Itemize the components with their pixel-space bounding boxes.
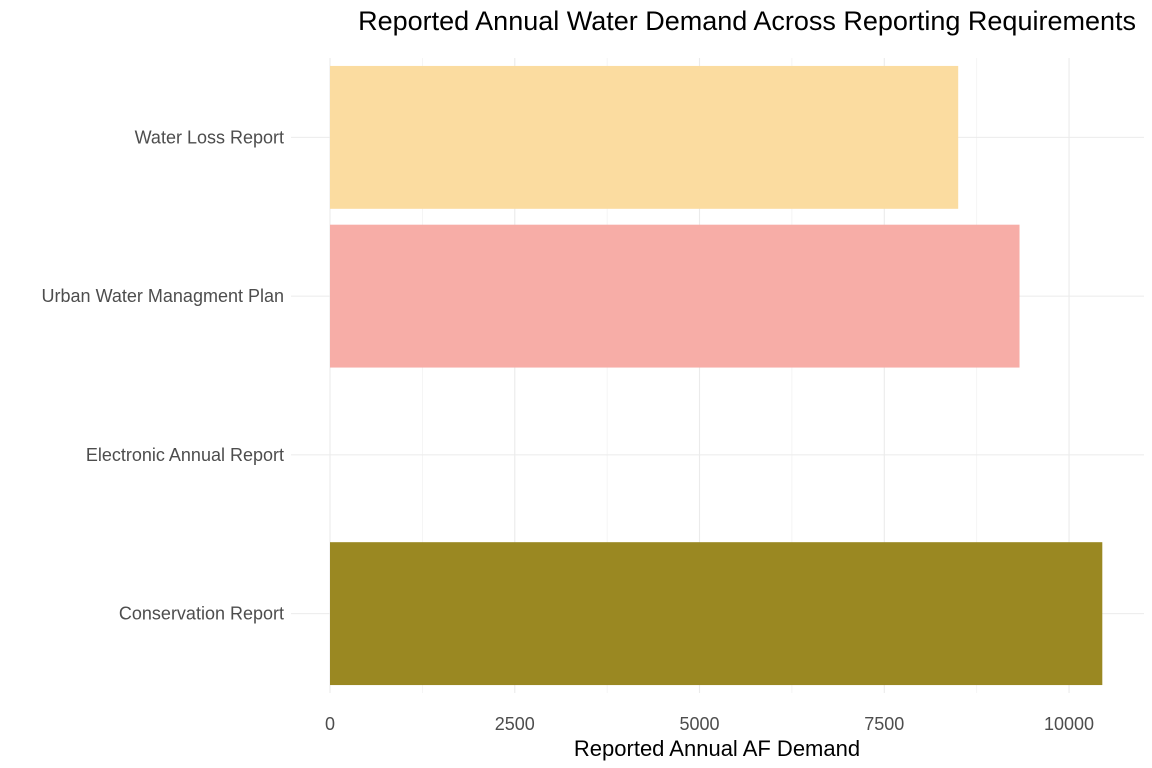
x-tick-label: 10000 [1044, 714, 1094, 734]
x-axis-title: Reported Annual AF Demand [574, 736, 860, 761]
y-tick-label: Water Loss Report [135, 127, 284, 147]
bar-conservation-report [330, 542, 1103, 686]
x-tick-label: 5000 [680, 714, 720, 734]
bars [330, 65, 1103, 686]
chart-title: Reported Annual Water Demand Across Repo… [358, 6, 1136, 36]
y-axis-tick-labels: Conservation Report Electronic Annual Rep… [42, 127, 284, 623]
bar-urban-water-managment-plan [330, 224, 1020, 368]
x-tick-label: 0 [325, 714, 335, 734]
y-tick-label: Urban Water Managment Plan [42, 286, 284, 306]
y-tick-label: Conservation Report [119, 604, 284, 624]
y-tick-label: Electronic Annual Report [86, 445, 284, 465]
x-tick-label: 2500 [495, 714, 535, 734]
bar-water-loss-report [330, 65, 959, 209]
x-axis-tick-labels: 0 2500 5000 7500 10000 [325, 714, 1094, 734]
x-tick-label: 7500 [864, 714, 904, 734]
